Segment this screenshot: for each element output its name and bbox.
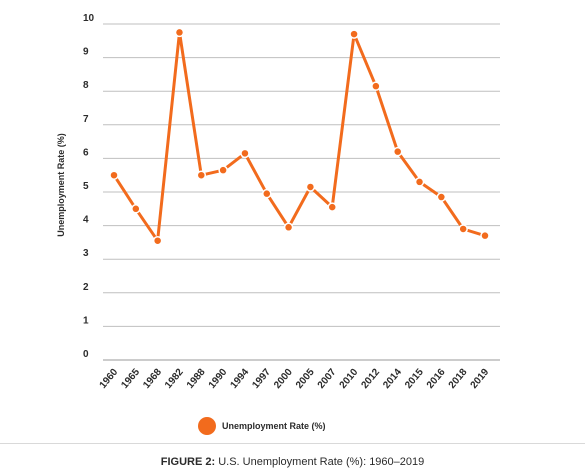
figure-caption: FIGURE 2: U.S. Unemployment Rate (%): 19… (0, 456, 585, 468)
legend-swatch (198, 417, 216, 435)
x-tick-label: 2007 (316, 367, 339, 391)
y-tick-label: 6 (83, 147, 89, 158)
x-tick-label: 1965 (119, 367, 142, 391)
x-tick-label: 1988 (185, 367, 208, 391)
data-point (262, 188, 272, 199)
x-tick-label: 1990 (207, 367, 230, 391)
x-tick-label: 1997 (250, 367, 273, 391)
data-point (414, 177, 425, 187)
data-point (327, 202, 337, 212)
x-tick-label: 2019 (469, 367, 492, 391)
x-tick-label: 1982 (163, 367, 186, 391)
x-tick-label: 2016 (425, 367, 448, 391)
y-tick-label: 3 (83, 248, 89, 259)
data-point (392, 146, 403, 157)
y-axis-ticks: 0 1 2 3 4 5 6 7 8 9 10 (83, 13, 95, 360)
data-point (305, 182, 316, 192)
caption-text: U.S. Unemployment Rate (%): 1960–2019 (215, 456, 425, 468)
y-tick-label: 0 (83, 349, 89, 360)
y-tick-label: 5 (83, 181, 89, 192)
y-tick-label: 1 (83, 315, 89, 326)
y-tick-label: 7 (83, 114, 89, 125)
x-tick-label: 2010 (338, 367, 361, 391)
series-line (112, 30, 487, 243)
data-point (436, 192, 447, 202)
data-point (109, 170, 119, 180)
y-tick-label: 4 (83, 215, 89, 226)
data-points (109, 27, 490, 246)
caption-divider (0, 443, 585, 444)
data-point (283, 222, 294, 233)
x-tick-label: 2018 (447, 367, 470, 391)
x-tick-label: 1968 (141, 367, 164, 391)
data-point (152, 235, 163, 246)
gridlines (103, 23, 500, 361)
x-tick-label: 2015 (403, 367, 426, 391)
x-axis-ticks: 1960 1965 1968 1982 1988 1990 1994 1997 2000 2005… (98, 367, 492, 391)
y-tick-label: 9 (83, 47, 89, 58)
data-point (196, 170, 207, 180)
y-tick-label: 10 (83, 13, 95, 24)
x-tick-label: 2000 (272, 367, 295, 391)
legend: Unemployment Rate (%) (198, 417, 326, 435)
x-tick-label: 2014 (381, 367, 404, 391)
data-point (371, 81, 381, 91)
y-tick-label: 8 (83, 80, 89, 91)
x-tick-label: 2005 (294, 367, 317, 391)
y-axis-title: Unemployment Rate (%) (56, 133, 66, 237)
data-point (349, 29, 359, 39)
data-point (240, 148, 250, 159)
y-tick-label: 2 (83, 282, 89, 293)
legend-label: Unemployment Rate (%) (222, 421, 326, 431)
data-point (458, 224, 468, 234)
data-point (480, 230, 490, 241)
data-point (218, 165, 228, 175)
data-point (174, 27, 185, 38)
x-tick-label: 1960 (98, 367, 121, 391)
x-tick-label: 2012 (359, 367, 382, 391)
caption-label: FIGURE 2: (160, 456, 216, 468)
data-point (131, 204, 141, 214)
x-tick-label: 1994 (229, 367, 252, 391)
